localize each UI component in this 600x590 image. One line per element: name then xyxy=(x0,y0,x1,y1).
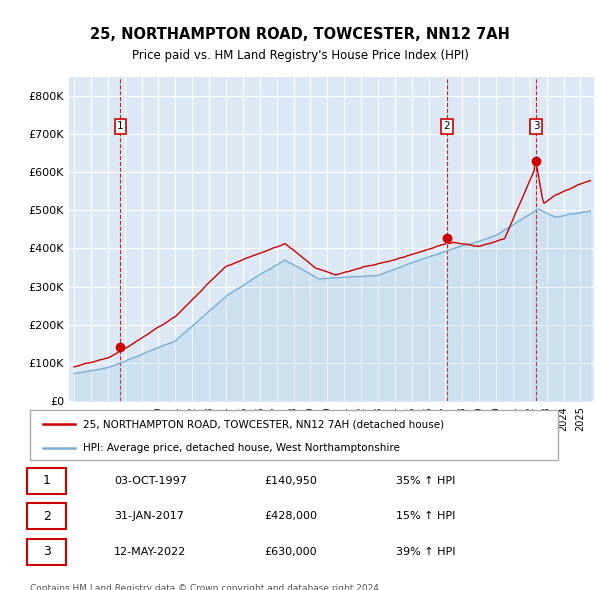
Text: £140,950: £140,950 xyxy=(264,476,317,486)
Text: 31-JAN-2017: 31-JAN-2017 xyxy=(114,512,184,521)
Text: 25, NORTHAMPTON ROAD, TOWCESTER, NN12 7AH (detached house): 25, NORTHAMPTON ROAD, TOWCESTER, NN12 7A… xyxy=(83,419,444,429)
Text: 15% ↑ HPI: 15% ↑ HPI xyxy=(396,512,455,521)
Text: 12-MAY-2022: 12-MAY-2022 xyxy=(114,547,186,556)
Text: Price paid vs. HM Land Registry's House Price Index (HPI): Price paid vs. HM Land Registry's House … xyxy=(131,49,469,62)
Text: 39% ↑ HPI: 39% ↑ HPI xyxy=(396,547,455,556)
Text: £630,000: £630,000 xyxy=(264,547,317,556)
Text: HPI: Average price, detached house, West Northamptonshire: HPI: Average price, detached house, West… xyxy=(83,442,400,453)
Text: 2: 2 xyxy=(43,510,51,523)
Text: 03-OCT-1997: 03-OCT-1997 xyxy=(114,476,187,486)
Text: Contains HM Land Registry data © Crown copyright and database right 2024.: Contains HM Land Registry data © Crown c… xyxy=(30,584,382,590)
Text: 25, NORTHAMPTON ROAD, TOWCESTER, NN12 7AH: 25, NORTHAMPTON ROAD, TOWCESTER, NN12 7A… xyxy=(90,27,510,41)
Text: 3: 3 xyxy=(43,545,51,558)
Text: 1: 1 xyxy=(43,474,51,487)
Text: 2: 2 xyxy=(443,122,450,132)
Text: 1: 1 xyxy=(117,122,124,132)
Text: 35% ↑ HPI: 35% ↑ HPI xyxy=(396,476,455,486)
Text: 3: 3 xyxy=(533,122,539,132)
Text: £428,000: £428,000 xyxy=(264,512,317,521)
